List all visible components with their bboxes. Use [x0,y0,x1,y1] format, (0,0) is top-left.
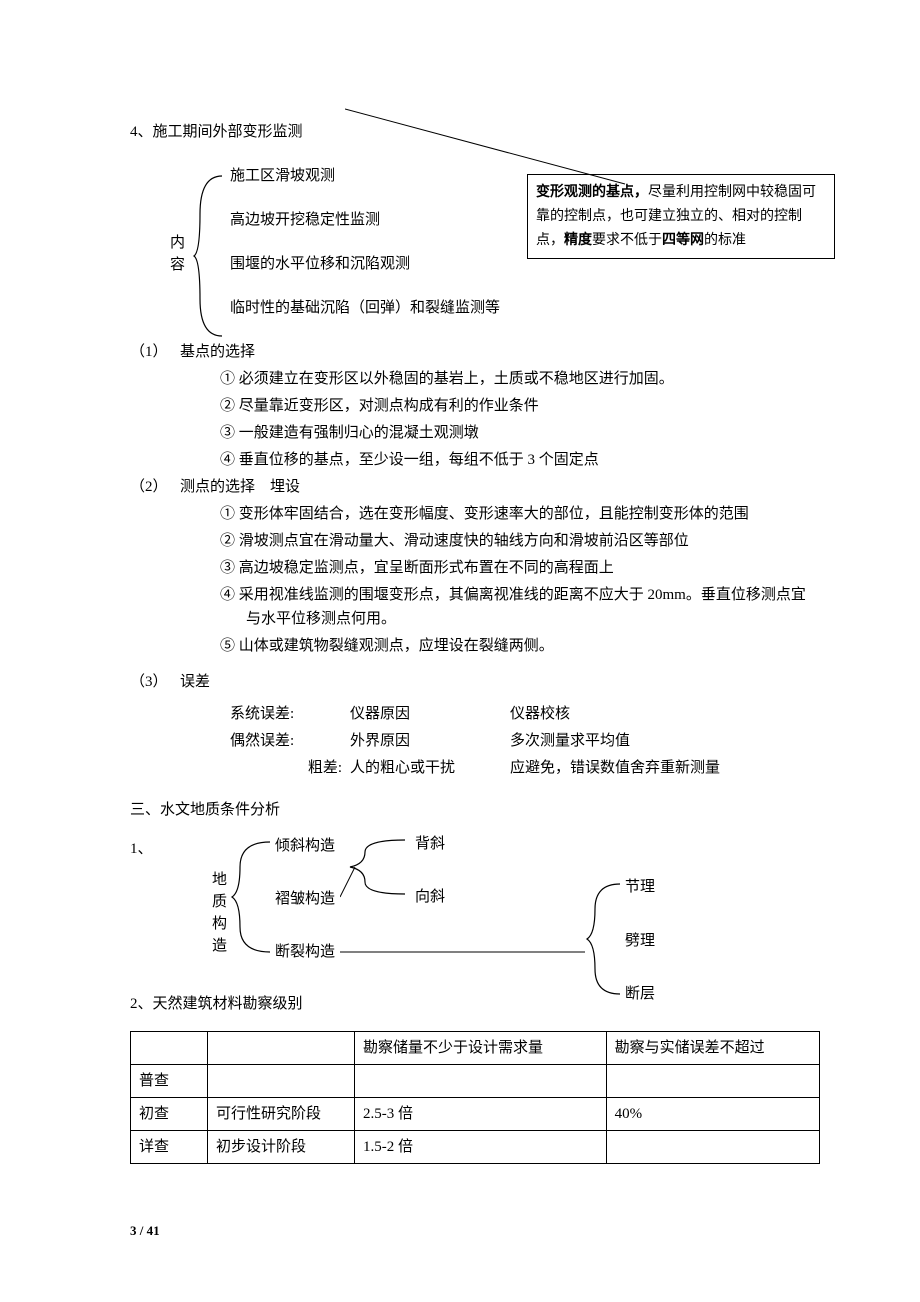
connector-line [340,949,590,959]
left-brace-icon [192,174,227,339]
table-cell: 详查 [131,1131,208,1164]
error-row: 粗差: 人的粗心或干扰 应避免，错误数值舍弃重新测量 [230,756,820,780]
callout-box: 变形观测的基点，尽量利用控制网中较稳固可靠的控制点，也可建立独立的、相对的控制点… [527,174,835,259]
diagram-label: 断层 [625,982,655,1006]
table-header-row: 勘察储量不少于设计需求量 勘察与实储误差不超过 [131,1032,820,1065]
error-c2: 人的粗心或干扰 [350,756,510,780]
sub-item: ③ 高边坡稳定监测点，宜呈断面形式布置在不同的高程面上 [220,556,820,580]
error-c2: 仪器原因 [350,702,510,726]
diagram-label: 劈理 [625,929,655,953]
table-row: 初查 可行性研究阶段 2.5-3 倍 40% [131,1098,820,1131]
sub-item: ④ 垂直位移的基点，至少设一组，每组不低于 3 个固定点 [220,448,820,472]
brace-icon [230,837,275,957]
table-header-cell [208,1032,355,1065]
table-cell [208,1065,355,1098]
content-block: 内容 施工区滑坡观测 高边坡开挖稳定性监测 围堰的水平位移和沉陷观测 临时性的基… [130,164,820,320]
section-2-title: 2、天然建筑材料勘察级别 [130,992,820,1016]
table-row: 普查 [131,1065,820,1098]
material-survey-table: 勘察储量不少于设计需求量 勘察与实储误差不超过 普查 初查 可行性研究阶段 2.… [130,1031,820,1164]
table-cell: 可行性研究阶段 [208,1098,355,1131]
error-c1: 粗差: [230,756,350,780]
sub-item: ① 变形体牢固结合，选在变形幅度、变形速率大的部位，且能控制变形体的范围 [220,502,820,526]
list-number: （2） [130,475,180,499]
table-cell: 初查 [131,1098,208,1131]
callout-bold: 精度 [564,233,592,248]
list-number: （3） [130,670,180,694]
geology-diagram: 1、 地质构造 倾斜构造 褶皱构造 断裂构造 背斜 向斜 [130,837,820,987]
table-cell [606,1131,819,1164]
sub-item: ② 尽量靠近变形区，对测点构成有利的作业条件 [220,394,820,418]
table-cell: 2.5-3 倍 [355,1098,607,1131]
error-c3: 仪器校核 [510,702,820,726]
list-row: （1） 基点的选择 [130,340,820,364]
sub-list: ① 必须建立在变形区以外稳固的基岩上，土质或不稳地区进行加固。 ② 尽量靠近变形… [220,367,820,472]
numbered-list: （1） 基点的选择 ① 必须建立在变形区以外稳固的基岩上，土质或不稳地区进行加固… [130,340,820,780]
table-cell: 初步设计阶段 [208,1131,355,1164]
table-cell: 40% [606,1098,819,1131]
table-cell: 1.5-2 倍 [355,1131,607,1164]
sub-item: ⑤ 山体或建筑物裂缝观测点，应埋设在裂缝两侧。 [220,634,820,658]
diagram-label: 倾斜构造 [275,834,335,858]
error-c2: 外界原因 [350,729,510,753]
table-cell [606,1065,819,1098]
callout-bold: 四等网 [662,233,704,248]
sub-item: ③ 一般建造有强制归心的混凝土观测墩 [220,421,820,445]
diagram-vertical-label: 地质构造 [212,869,228,957]
error-c3: 应避免，错误数值舍弃重新测量 [510,756,820,780]
table-header-cell [131,1032,208,1065]
list-row: （3） 误差 [130,670,820,694]
error-row: 系统误差: 仪器原因 仪器校核 [230,702,820,726]
diagram-label: 褶皱构造 [275,887,335,911]
diagram-number: 1、 [130,837,153,861]
diagram-label: 节理 [625,875,655,899]
table-row: 详查 初步设计阶段 1.5-2 倍 [131,1131,820,1164]
callout-bold: 变形观测的基点， [536,185,648,200]
document-page: 4、施工期间外部变形监测 内容 施工区滑坡观测 高边坡开挖稳定性监测 围堰的水平… [0,0,920,1302]
table-cell: 普查 [131,1065,208,1098]
error-row: 偶然误差: 外界原因 多次测量求平均值 [230,729,820,753]
section-3: 三、水文地质条件分析 1、 地质构造 倾斜构造 褶皱构造 断裂构造 背斜 向斜 [130,798,820,1164]
content-item: 临时性的基础沉陷（回弹）和裂缝监测等 [230,296,820,320]
error-c3: 多次测量求平均值 [510,729,820,753]
error-c1: 偶然误差: [230,729,350,753]
callout-text: 的标准 [704,233,746,248]
brace-icon [585,879,625,999]
list-label: 基点的选择 [180,340,300,364]
callout-text: 要求不低于 [592,233,662,248]
table-header-cell: 勘察储量不少于设计需求量 [355,1032,607,1065]
sub-item: ④ 采用视准线监测的围堰变形点，其偏离视准线的距离不应大于 20mm。垂直位移测… [220,583,820,631]
diagram-label: 断裂构造 [275,940,335,964]
table-header-cell: 勘察与实储误差不超过 [606,1032,819,1065]
diagram-label: 向斜 [415,885,445,909]
error-table: 系统误差: 仪器原因 仪器校核 偶然误差: 外界原因 多次测量求平均值 粗差: … [230,702,820,780]
page-number: 3 / 41 [130,1221,160,1242]
list-label: 测点的选择 埋设 [180,475,300,499]
content-vertical-label: 内容 [170,232,186,276]
sub-item: ② 滑坡测点宜在滑动量大、滑动速度快的轴线方向和滑坡前沿区等部位 [220,529,820,553]
heading-san: 三、水文地质条件分析 [130,798,820,822]
list-label: 误差 [180,670,300,694]
list-number: （1） [130,340,180,364]
list-row: （2） 测点的选择 埋设 [130,475,820,499]
sub-list: ① 变形体牢固结合，选在变形幅度、变形速率大的部位，且能控制变形体的范围 ② 滑… [220,502,820,658]
table-cell [355,1065,607,1098]
connector-line [340,862,365,902]
error-c1: 系统误差: [230,702,350,726]
sub-item: ① 必须建立在变形区以外稳固的基岩上，土质或不稳地区进行加固。 [220,367,820,391]
diagram-label: 背斜 [415,832,445,856]
